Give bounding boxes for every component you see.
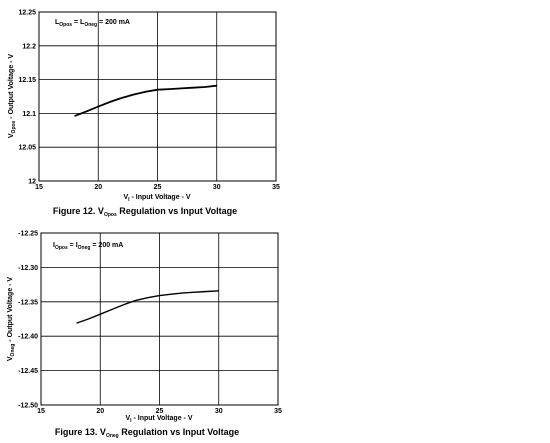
chart-2-caption: Figure 13. VOneg Regulation vs Input Vol…: [55, 427, 239, 439]
chart-2-y-tick-label: -12.25: [18, 231, 38, 238]
chart-1-y-axis-label: VOpos - Output Voltage - V: [8, 54, 17, 139]
chart-1-x-tick-label: 35: [272, 184, 280, 191]
chart-1-caption: Figure 12. VOpos Regulation vs Input Vol…: [53, 206, 237, 218]
chart-1-y-tick-label: 12.1: [22, 111, 36, 118]
chart-2-x-tick-label: 25: [156, 408, 164, 415]
chart-1-y-tick-label: 12: [28, 179, 36, 186]
chart-2-annotation: IOpos = IOneg = 200 mA: [53, 242, 123, 251]
chart-1-x-tick-label: 20: [94, 184, 102, 191]
chart-1-x-tick-label: 25: [154, 184, 162, 191]
chart-1-x-axis-label: VI - Input Voltage - V: [124, 194, 191, 203]
chart-1-x-tick-labels: 15 20 25 30 35: [35, 184, 280, 191]
chart-1-annotation: LOpos = LOneg = 200 mA: [55, 19, 130, 28]
chart-2-x-tick-label: 20: [96, 408, 104, 415]
chart-2-y-tick-label: -12.30: [18, 265, 38, 272]
chart-2-y-tick-label: -12.40: [18, 334, 38, 341]
chart-1-y-tick-label: 12.15: [18, 77, 36, 84]
chart-1-grid: [39, 12, 276, 181]
chart-2: -12.50 -12.45 -12.40 -12.35 -12.30 -12.25 15 2…: [7, 231, 282, 440]
chart-2-x-tick-label: 35: [274, 408, 282, 415]
chart-2-grid: [41, 233, 278, 405]
chart-1-y-tick-label: 12.05: [18, 145, 36, 152]
chart-2-y-tick-label: -12.45: [18, 368, 38, 375]
chart-2-series-line: [76, 290, 219, 324]
chart-2-x-tick-labels: 15 20 25 30 35: [37, 408, 282, 415]
chart-1-y-tick-label: 12.2: [22, 43, 36, 50]
chart-2-y-tick-labels: -12.50 -12.45 -12.40 -12.35 -12.30 -12.25: [18, 231, 38, 410]
chart-2-y-tick-label: -12.35: [18, 299, 38, 306]
chart-1-y-tick-labels: 12 12.05 12.1 12.15 12.2 12.25: [18, 10, 36, 186]
chart-2-x-axis-label: VI - Input Voltage - V: [126, 415, 193, 424]
chart-1-y-tick-label: 12.25: [18, 10, 36, 17]
chart-1-series-line: [74, 84, 217, 117]
chart-1-x-tick-label: 30: [213, 184, 221, 191]
chart-1: 12 12.05 12.1 12.15 12.2 12.25 15 20 25 30 35 LOp…: [8, 10, 280, 219]
chart-1-x-tick-label: 15: [35, 184, 43, 191]
chart-2-x-tick-label: 30: [215, 408, 223, 415]
chart-2-x-tick-label: 15: [37, 408, 45, 415]
chart-2-y-axis-label: VOneg - Output Voltage - V: [7, 277, 16, 362]
chart-2-y-tick-label: -12.50: [18, 403, 38, 410]
